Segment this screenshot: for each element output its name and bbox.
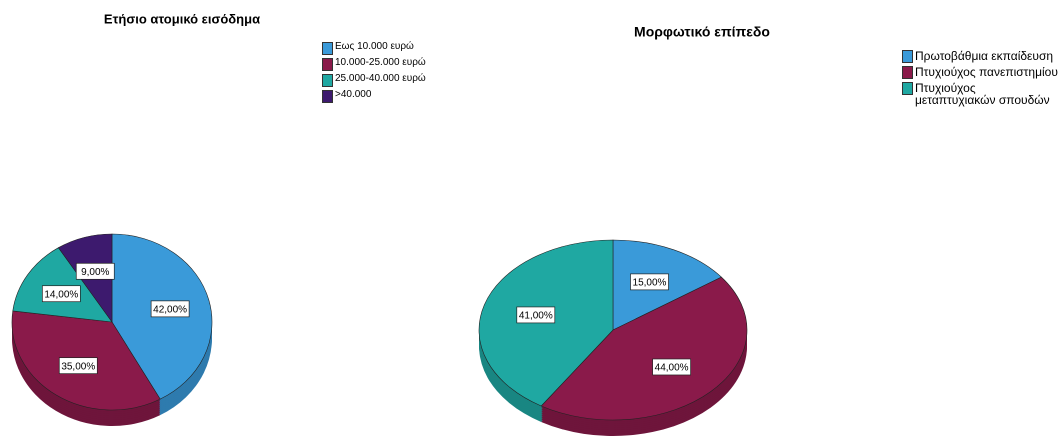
data-label-box <box>150 300 190 318</box>
legend-label: Πτυχιούχος πανεπιστημίου <box>915 65 1058 79</box>
legend-label: >40.000 <box>335 89 372 100</box>
data-label: 14,00% <box>44 289 78 300</box>
data-label-box <box>652 358 691 376</box>
data-label: 41,00% <box>519 311 553 322</box>
data-label-box <box>58 357 98 375</box>
legend-item: Πτυχιούχος μεταπτυχιακών σπουδών <box>902 82 1058 106</box>
data-label-box <box>75 262 115 280</box>
chart-title: Μορφωτικό επίπεδο <box>634 24 770 40</box>
data-label-box <box>41 285 81 303</box>
legend-swatch <box>322 90 333 103</box>
chart-title: Ετήσιο ατομικό εισόδημα <box>104 11 260 26</box>
legend-swatch <box>322 42 333 55</box>
legend-item: Πρωτοβάθμια εκπαίδευση <box>902 50 1058 63</box>
legend-item: >40.000 <box>322 90 442 103</box>
data-label: 35,00% <box>61 361 95 372</box>
legend-swatch <box>322 58 333 71</box>
legend: Πρωτοβάθμια εκπαίδευση Πτυχιούχος πανεπισ… <box>902 50 1058 109</box>
legend-label: 25.000-40.000 ευρώ <box>335 73 426 84</box>
data-label-box <box>630 273 669 291</box>
legend-swatch <box>902 82 913 95</box>
data-label: 44,00% <box>655 363 689 374</box>
pie-slice <box>12 247 113 323</box>
legend-item: 25.000-40.000 ευρώ <box>322 74 442 87</box>
pie-slice <box>540 276 748 421</box>
data-label: 9,00% <box>81 267 109 278</box>
legend-swatch <box>322 74 333 87</box>
data-label-box <box>516 306 556 324</box>
data-label: 15,00% <box>633 278 667 289</box>
legend-label: 10.000-25.000 ευρώ <box>335 57 426 68</box>
legend-item: Πτυχιούχος πανεπιστημίου <box>902 66 1058 79</box>
legend-swatch <box>902 50 913 63</box>
legend-item: Εως 10.000 ευρώ <box>322 42 442 55</box>
legend-item: 10.000-25.000 ευρώ <box>322 58 442 71</box>
legend-label: Εως 10.000 ευρώ <box>335 41 414 52</box>
data-label: 42,00% <box>153 305 187 316</box>
legend-swatch <box>902 66 913 79</box>
legend-label: Πτυχιούχος μεταπτυχιακών σπουδών <box>915 81 1050 107</box>
legend-label: Πρωτοβάθμια εκπαίδευση <box>915 49 1054 63</box>
legend: Εως 10.000 ευρώ 10.000-25.000 ευρώ 25.000-… <box>322 42 442 106</box>
